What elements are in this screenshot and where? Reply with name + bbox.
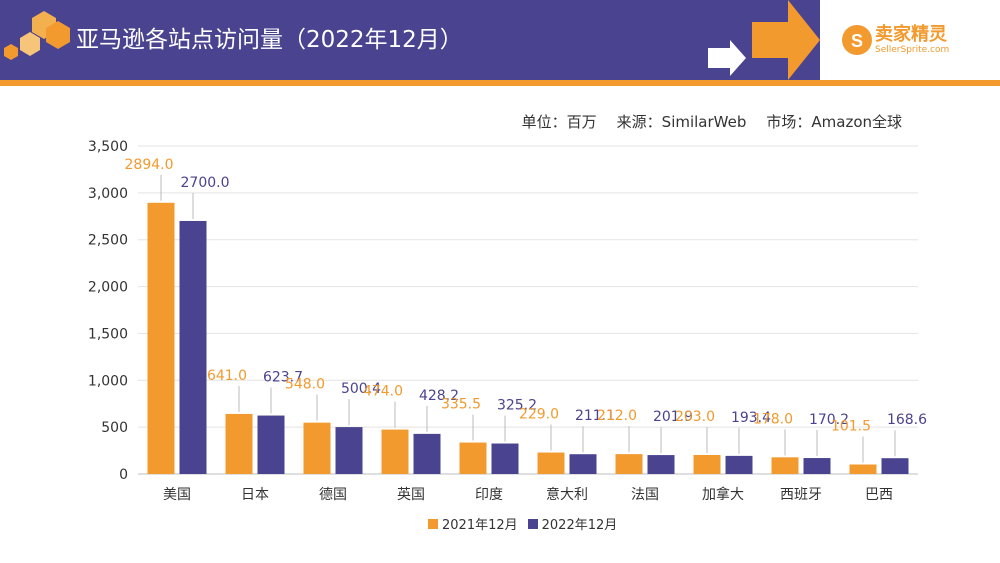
- data-label-2022: 211.1: [575, 408, 615, 424]
- bar-2022: [569, 454, 597, 474]
- x-tick-label: 美国: [163, 487, 191, 503]
- legend-label-2022: 2022年12月: [541, 518, 618, 533]
- y-tick-label: 1,000: [88, 373, 128, 389]
- x-tick-label: 加拿大: [702, 486, 744, 503]
- svg-text:S: S: [851, 31, 863, 51]
- legend-swatch-2021: [428, 518, 438, 529]
- chart-meta-line: 单位：百万 来源：SimilarWeb 市场：Amazon全球: [502, 111, 902, 132]
- x-tick-label: 西班牙: [780, 487, 822, 503]
- bar-2021: [459, 442, 487, 474]
- bar-2021: [225, 413, 253, 474]
- data-label-2021: 335.5: [441, 397, 481, 413]
- y-tick-label: 0: [119, 467, 128, 483]
- y-tick-label: 3,500: [88, 139, 128, 155]
- bar-2021: [693, 454, 721, 474]
- y-tick-label: 2,000: [88, 280, 128, 296]
- x-tick-label: 印度: [475, 487, 503, 503]
- x-tick-label: 德国: [319, 487, 347, 503]
- bar-2022: [803, 458, 831, 474]
- bar-2021: [537, 452, 565, 474]
- data-label-2021: 101.5: [831, 418, 871, 434]
- data-label-2022: 193.4: [731, 410, 771, 426]
- bar-2021: [771, 457, 799, 474]
- logo-url: SellerSprite.com: [875, 45, 950, 55]
- data-label-2022: 168.6: [887, 412, 927, 428]
- bar-2021: [303, 422, 331, 474]
- chart-legend: 2021年12月 2022年12月: [428, 514, 617, 533]
- data-label-2022: 500.4: [341, 381, 381, 397]
- arrow-decoration-icon: [708, 0, 820, 80]
- data-label-2022: 428.2: [419, 388, 459, 404]
- x-tick-label: 日本: [241, 487, 269, 503]
- y-tick-label: 2,500: [88, 233, 128, 249]
- data-label-2021: 2894.0: [125, 157, 174, 173]
- x-tick-label: 英国: [397, 486, 425, 503]
- data-label-2022: 623.7: [263, 370, 303, 386]
- y-tick-label: 3,000: [88, 186, 128, 202]
- data-label-2021: 474.0: [363, 384, 403, 400]
- bar-2021: [147, 202, 175, 474]
- bar-2022: [647, 455, 675, 474]
- x-tick-label: 意大利: [546, 486, 588, 503]
- data-label-2021: 641.0: [207, 368, 247, 384]
- data-label-2022: 2700.0: [181, 175, 230, 191]
- legend-swatch-2022: [527, 518, 538, 529]
- data-label-2022: 325.2: [497, 398, 537, 414]
- bar-2022: [881, 458, 909, 474]
- data-label-2022: 201.9: [653, 409, 693, 425]
- legend-item-2021: 2021年12月: [428, 514, 518, 533]
- data-label-2022: 170.2: [809, 412, 849, 428]
- x-tick-label: 法国: [631, 487, 659, 503]
- bar-2022: [335, 427, 363, 474]
- source-label: 来源：SimilarWeb: [616, 113, 747, 131]
- legend-label-2021: 2021年12月: [442, 518, 518, 533]
- hexagon-logo-icon: [4, 11, 70, 60]
- legend-item-2022: 2022年12月: [527, 514, 618, 533]
- bar-2022: [413, 433, 441, 474]
- bar-2022: [725, 455, 753, 474]
- bar-2022: [257, 415, 285, 474]
- data-label-2021: 229.0: [519, 407, 559, 423]
- data-label-2021: 212.0: [597, 408, 637, 424]
- y-tick-label: 1,500: [88, 326, 128, 342]
- x-tick-label: 巴西: [865, 487, 893, 503]
- data-label-2021: 548.0: [285, 377, 325, 393]
- data-label-2021: 203.0: [675, 409, 715, 425]
- bar-2021: [615, 454, 643, 474]
- data-label-2021: 178.0: [753, 411, 793, 427]
- header-accent-strip: [0, 80, 1000, 86]
- bar-2022: [179, 220, 207, 474]
- unit-label: 单位：百万: [521, 113, 597, 131]
- market-label: 市场：Amazon全球: [766, 113, 902, 131]
- bar-2022: [491, 443, 519, 474]
- bar-2021: [849, 464, 877, 474]
- bar-2021: [381, 429, 409, 474]
- logo-name: 卖家精灵: [875, 24, 947, 45]
- page-title: 亚马逊各站点访问量（2022年12月）: [76, 27, 463, 53]
- y-tick-label: 500: [101, 420, 128, 436]
- sellersprite-logo-icon: S: [842, 25, 872, 55]
